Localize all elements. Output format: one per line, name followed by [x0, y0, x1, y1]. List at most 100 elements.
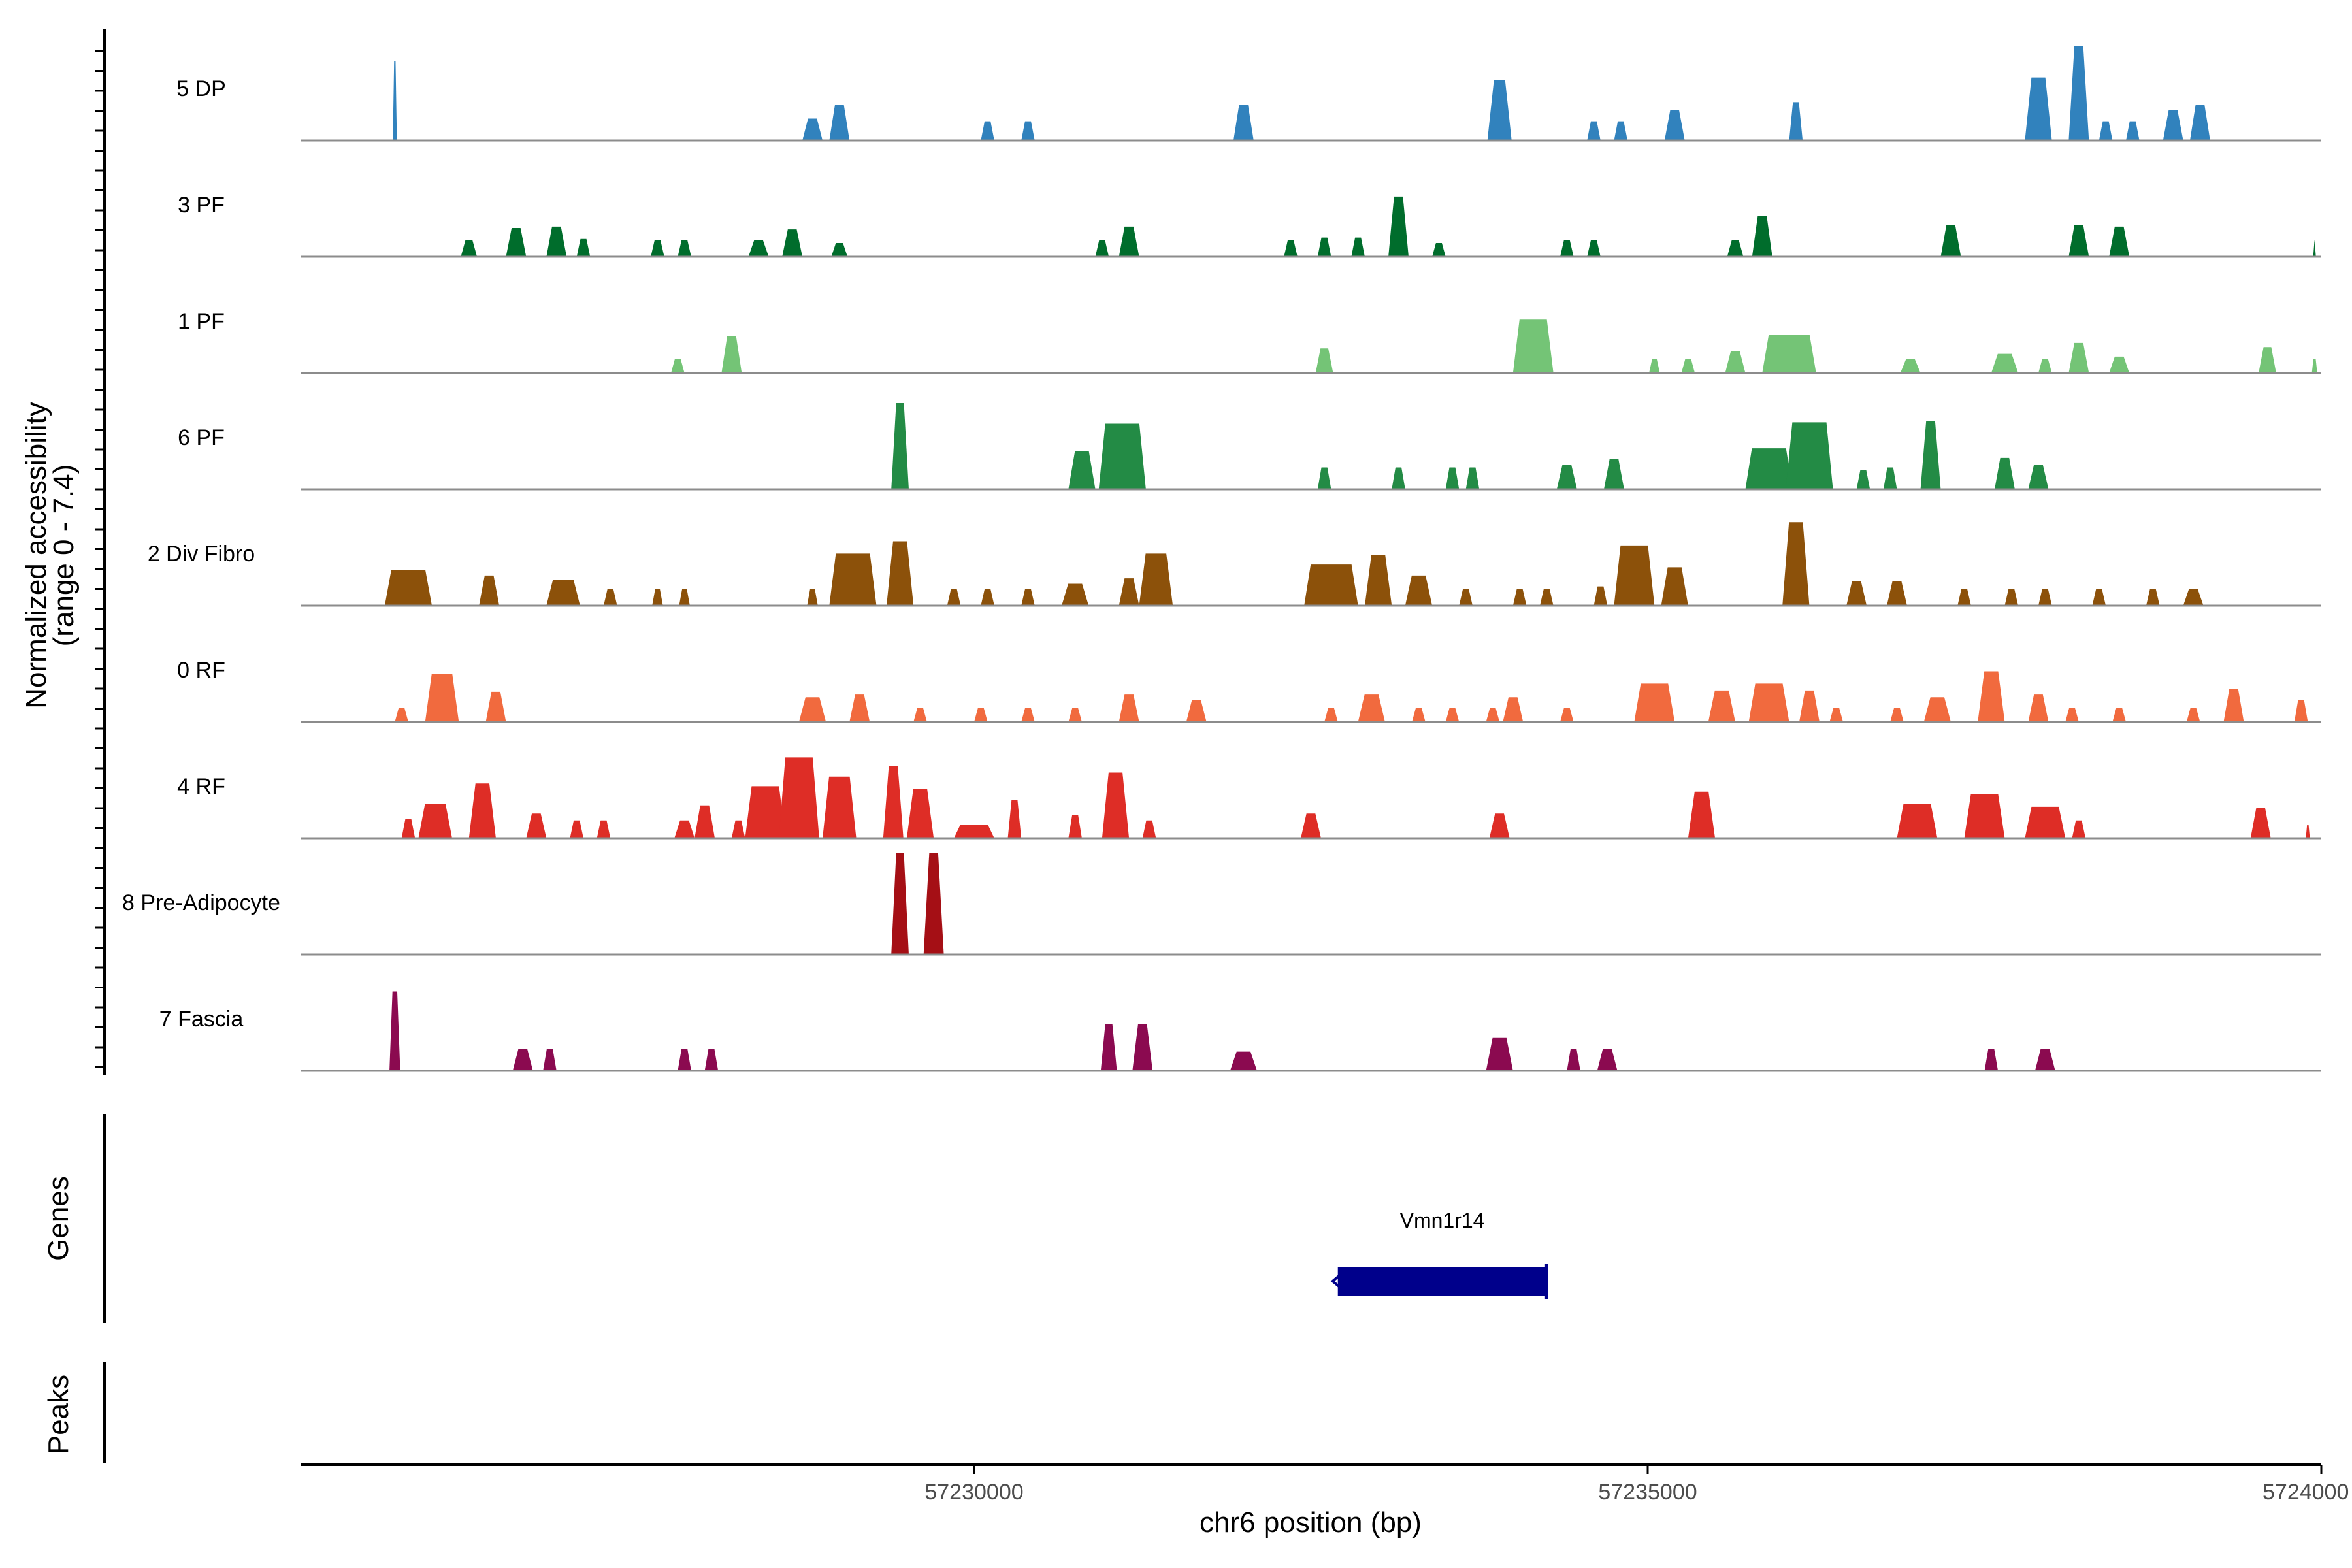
peak-0-rf-18 [1634, 683, 1675, 722]
peak-5-dp-0 [393, 61, 397, 140]
peak-2-div-fibro-28 [2004, 589, 2019, 606]
peak-3-pf-22 [2109, 226, 2130, 257]
peak-1-pf-0 [671, 359, 685, 373]
peak-4-rf-25 [2072, 820, 2086, 838]
peak-0-rf-15 [1486, 708, 1500, 722]
peak-2-div-fibro-6 [807, 589, 818, 606]
track-label: 6 PF [178, 425, 225, 450]
peak-3-pf-19 [1752, 216, 1772, 257]
peak-2-div-fibro-5 [679, 589, 690, 606]
peak-5-dp-12 [2068, 46, 2089, 140]
peak-3-pf-21 [2068, 225, 2089, 257]
peak-2-div-fibro-10 [981, 589, 994, 606]
peak-3-pf-8 [831, 243, 848, 257]
peak-4-rf-1 [418, 804, 452, 838]
peak-3-pf-1 [506, 228, 527, 257]
peak-0-rf-27 [2065, 708, 2079, 722]
peak-0-rf-23 [1890, 708, 1904, 722]
peak-1-pf-5 [1681, 359, 1695, 373]
peak-2-div-fibro-21 [1593, 586, 1608, 606]
peak-7-fascia-4 [704, 1049, 719, 1071]
peak-3-pf-17 [1587, 240, 1601, 257]
gene-strand-arrow-icon [1330, 1273, 1342, 1289]
peak-3-pf-7 [782, 229, 803, 257]
peak-0-rf-7 [1021, 708, 1035, 722]
peak-4-rf-24 [2025, 806, 2066, 838]
peak-3-pf-20 [1940, 225, 1961, 257]
peak-5-dp-15 [2163, 110, 2183, 140]
x-tick-label: 5724000 [2262, 1480, 2349, 1505]
peak-1-pf-12 [2109, 356, 2130, 373]
peak-1-pf-9 [1991, 353, 2019, 373]
peak-6-pf-14 [1994, 457, 2015, 489]
peak-4-rf-15 [1007, 800, 1022, 838]
peak-3-pf-11 [1284, 240, 1298, 257]
x-axis: 57230000 57235000 5724000 chr6 position (b… [301, 1463, 2349, 1539]
peak-8-pre-adipocyte-0 [891, 853, 909, 955]
x-tick-label: 57230000 [924, 1480, 1023, 1505]
peak-4-rf-14 [954, 825, 994, 838]
peak-6-pf-13 [1920, 421, 1941, 489]
peak-3-pf-2 [546, 226, 567, 257]
peak-0-rf-11 [1324, 708, 1338, 722]
x-tick-label: 57235000 [1598, 1480, 1697, 1505]
peak-6-pf-2 [1098, 423, 1146, 489]
peak-0-rf-12 [1358, 694, 1385, 722]
peak-4-rf-5 [596, 820, 611, 838]
x-axis-ticks: 57230000 57235000 5724000 [924, 1465, 2349, 1505]
peak-2-div-fibro-7 [829, 553, 877, 606]
peak-0-rf-31 [2294, 700, 2308, 722]
peak-1-pf-13 [2259, 347, 2276, 373]
peak-1-pf-11 [2068, 342, 2089, 373]
peak-7-fascia-8 [1486, 1037, 1513, 1071]
peak-5-dp-16 [2189, 105, 2210, 140]
peak-2-div-fibro-14 [1139, 553, 1173, 606]
peak-0-rf-16 [1503, 697, 1524, 722]
peak-0-rf-28 [2112, 708, 2127, 722]
peak-0-rf-9 [1119, 694, 1139, 722]
peak-3-pf-10 [1119, 226, 1139, 257]
peak-0-rf-5 [913, 708, 927, 722]
peak-7-fascia-0 [389, 991, 400, 1071]
peak-1-pf-10 [2038, 359, 2052, 373]
peak-0-rf-6 [974, 708, 988, 722]
peak-7-fascia-9 [1567, 1049, 1580, 1071]
peak-4-rf-27 [2306, 825, 2310, 838]
peak-5-dp-9 [1664, 110, 1685, 140]
peak-6-pf-15 [2028, 465, 2049, 489]
peak-0-rf-30 [2223, 689, 2244, 722]
track-label: 3 PF [178, 193, 225, 218]
peak-2-div-fibro-12 [1062, 583, 1089, 606]
peak-5-dp-4 [1021, 121, 1035, 140]
peak-3-pf-18 [1727, 240, 1744, 257]
peak-0-rf-20 [1748, 683, 1789, 722]
peak-3-pf-16 [1560, 240, 1574, 257]
peak-0-rf-10 [1186, 700, 1207, 722]
peak-2-div-fibro-17 [1405, 575, 1433, 606]
peak-2-div-fibro-3 [603, 589, 617, 606]
peak-7-fascia-11 [1984, 1049, 1999, 1071]
peak-1-pf-1 [721, 336, 742, 373]
peak-2-div-fibro-4 [652, 589, 663, 606]
gene-label-vmn1r14: Vmn1r14 [1400, 1209, 1485, 1232]
peak-0-rf-17 [1560, 708, 1574, 722]
peak-6-pf-9 [1745, 448, 1793, 489]
y-axis-title-line2: (range 0 - 7.4) [48, 465, 80, 647]
peak-4-rf-26 [2250, 808, 2271, 838]
peak-6-pf-10 [1786, 422, 1833, 489]
y-axis-title-line1: Normalized accessibility [20, 402, 52, 708]
peak-6-pf-0 [891, 403, 909, 489]
y-axis-title: Normalized accessibility (range 0 - 7.4) [20, 402, 80, 708]
peak-0-rf-22 [1829, 708, 1843, 722]
peak-0-rf-4 [849, 694, 870, 722]
peak-0-rf-25 [1978, 671, 2005, 722]
track-2-div-fibro: 2 Div Fibro [148, 522, 2321, 607]
peak-2-div-fibro-26 [1887, 581, 1907, 606]
peak-1-pf-4 [1649, 359, 1660, 373]
peak-1-pf-7 [1762, 335, 1816, 373]
track-label: 0 RF [177, 658, 225, 683]
track-label: 1 PF [178, 309, 225, 334]
peak-2-div-fibro-22 [1614, 545, 1655, 606]
peak-2-div-fibro-13 [1119, 578, 1139, 606]
